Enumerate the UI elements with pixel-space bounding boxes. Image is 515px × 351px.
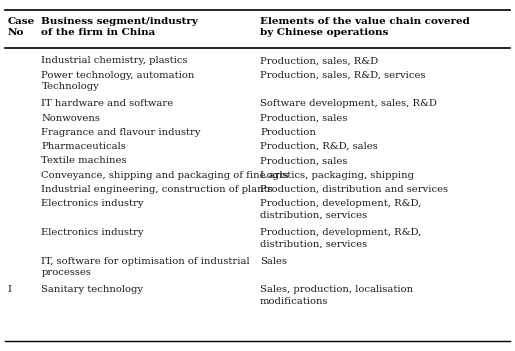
Text: Software development, sales, R&D: Software development, sales, R&D	[260, 99, 437, 108]
Text: IT, software for optimisation of industrial
processes: IT, software for optimisation of industr…	[42, 257, 250, 277]
Text: Industrial chemistry, plastics: Industrial chemistry, plastics	[42, 57, 188, 65]
Text: Production, sales: Production, sales	[260, 114, 348, 122]
Text: Production, sales, R&D, services: Production, sales, R&D, services	[260, 71, 425, 80]
Text: Business segment/industry: Business segment/industry	[42, 16, 198, 26]
Text: Logistics, packaging, shipping: Logistics, packaging, shipping	[260, 171, 414, 180]
Text: Elements of the value chain covered: Elements of the value chain covered	[260, 16, 470, 26]
Text: Production: Production	[260, 128, 316, 137]
Text: Pharmaceuticals: Pharmaceuticals	[42, 142, 126, 151]
Text: Sanitary technology: Sanitary technology	[42, 285, 144, 294]
Text: Production, development, R&D,
distribution, services: Production, development, R&D, distributi…	[260, 228, 421, 249]
Text: Fragrance and flavour industry: Fragrance and flavour industry	[42, 128, 201, 137]
Text: Power technology, automation
Technology: Power technology, automation Technology	[42, 71, 195, 91]
Text: Production, sales: Production, sales	[260, 157, 348, 165]
Text: IT hardware and software: IT hardware and software	[42, 99, 174, 108]
Text: Production, R&D, sales: Production, R&D, sales	[260, 142, 378, 151]
Text: Case: Case	[8, 16, 35, 26]
Text: Production, development, R&D,
distribution, services: Production, development, R&D, distributi…	[260, 199, 421, 220]
Text: Nonwovens: Nonwovens	[42, 114, 100, 122]
Text: No: No	[8, 28, 24, 37]
Text: Sales: Sales	[260, 257, 287, 265]
Text: Production, distribution and services: Production, distribution and services	[260, 185, 448, 194]
Text: Textile machines: Textile machines	[42, 157, 127, 165]
Text: of the firm in China: of the firm in China	[42, 28, 156, 37]
Text: Industrial engineering, construction of plants: Industrial engineering, construction of …	[42, 185, 273, 194]
Text: I: I	[8, 285, 12, 294]
Text: Conveyance, shipping and packaging of fine arts: Conveyance, shipping and packaging of fi…	[42, 171, 289, 180]
Text: Electronics industry: Electronics industry	[42, 199, 144, 208]
Text: Sales, production, localisation
modifications: Sales, production, localisation modifica…	[260, 285, 413, 306]
Text: Electronics industry: Electronics industry	[42, 228, 144, 237]
Text: Production, sales, R&D: Production, sales, R&D	[260, 57, 378, 65]
Text: by Chinese operations: by Chinese operations	[260, 28, 388, 37]
